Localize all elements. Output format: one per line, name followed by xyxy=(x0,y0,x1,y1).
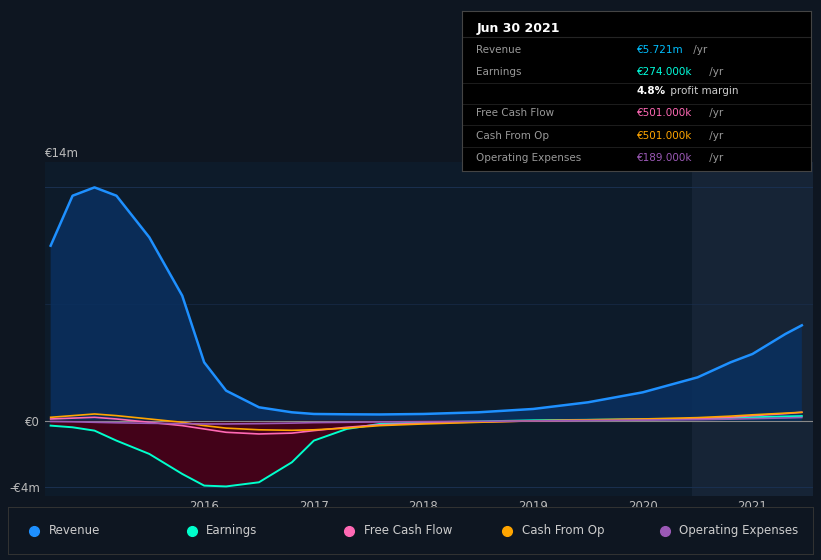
Text: Earnings: Earnings xyxy=(206,524,258,537)
Text: /yr: /yr xyxy=(706,67,723,77)
Text: /yr: /yr xyxy=(706,153,723,163)
Text: Free Cash Flow: Free Cash Flow xyxy=(364,524,452,537)
Text: Revenue: Revenue xyxy=(476,44,521,54)
Text: /yr: /yr xyxy=(706,130,723,141)
Text: €5.721m: €5.721m xyxy=(637,44,683,54)
Text: Cash From Op: Cash From Op xyxy=(476,130,549,141)
Text: Operating Expenses: Operating Expenses xyxy=(476,153,581,163)
Text: Revenue: Revenue xyxy=(48,524,100,537)
Text: Earnings: Earnings xyxy=(476,67,521,77)
Text: Operating Expenses: Operating Expenses xyxy=(679,524,799,537)
Text: 4.8%: 4.8% xyxy=(637,86,666,96)
Text: Jun 30 2021: Jun 30 2021 xyxy=(476,22,560,35)
Text: profit margin: profit margin xyxy=(667,86,739,96)
Text: €501.000k: €501.000k xyxy=(637,108,692,118)
Text: €189.000k: €189.000k xyxy=(637,153,692,163)
Text: Cash From Op: Cash From Op xyxy=(521,524,604,537)
Text: /yr: /yr xyxy=(690,44,708,54)
Text: €274.000k: €274.000k xyxy=(637,67,692,77)
Text: Free Cash Flow: Free Cash Flow xyxy=(476,108,554,118)
Text: /yr: /yr xyxy=(706,108,723,118)
Bar xyxy=(692,162,813,496)
Text: €14m: €14m xyxy=(45,147,79,160)
Text: €501.000k: €501.000k xyxy=(637,130,692,141)
